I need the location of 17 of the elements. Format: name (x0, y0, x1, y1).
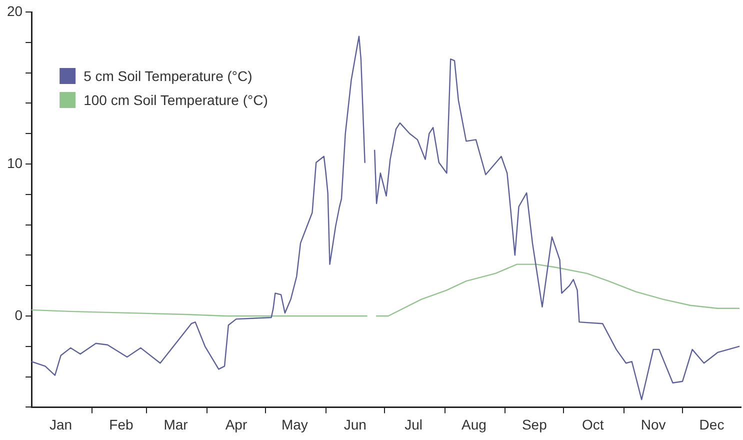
x-tick-label: Aug (462, 416, 486, 432)
legend-label: 100 cm Soil Temperature (°C) (84, 92, 268, 108)
x-tick-label: Dec (699, 416, 724, 432)
x-tick-label: Jan (50, 416, 72, 432)
x-tick-label: May (281, 416, 308, 432)
x-tick-label: Jun (344, 416, 366, 432)
legend-label: 5 cm Soil Temperature (°C) (84, 68, 252, 84)
x-tick-label: Sep (522, 416, 548, 432)
x-tick-label: Feb (109, 416, 134, 432)
y-tick-label: 20 (6, 2, 23, 19)
x-tick-label: Oct (582, 416, 604, 432)
y-tick-label: 10 (6, 154, 23, 171)
x-tick-label: Nov (640, 416, 666, 432)
x-tick-label: Apr (225, 416, 248, 432)
x-tick-label: Mar (164, 416, 188, 432)
x-tick-label: Jul (404, 416, 423, 432)
y-tick-label: 0 (14, 306, 23, 323)
